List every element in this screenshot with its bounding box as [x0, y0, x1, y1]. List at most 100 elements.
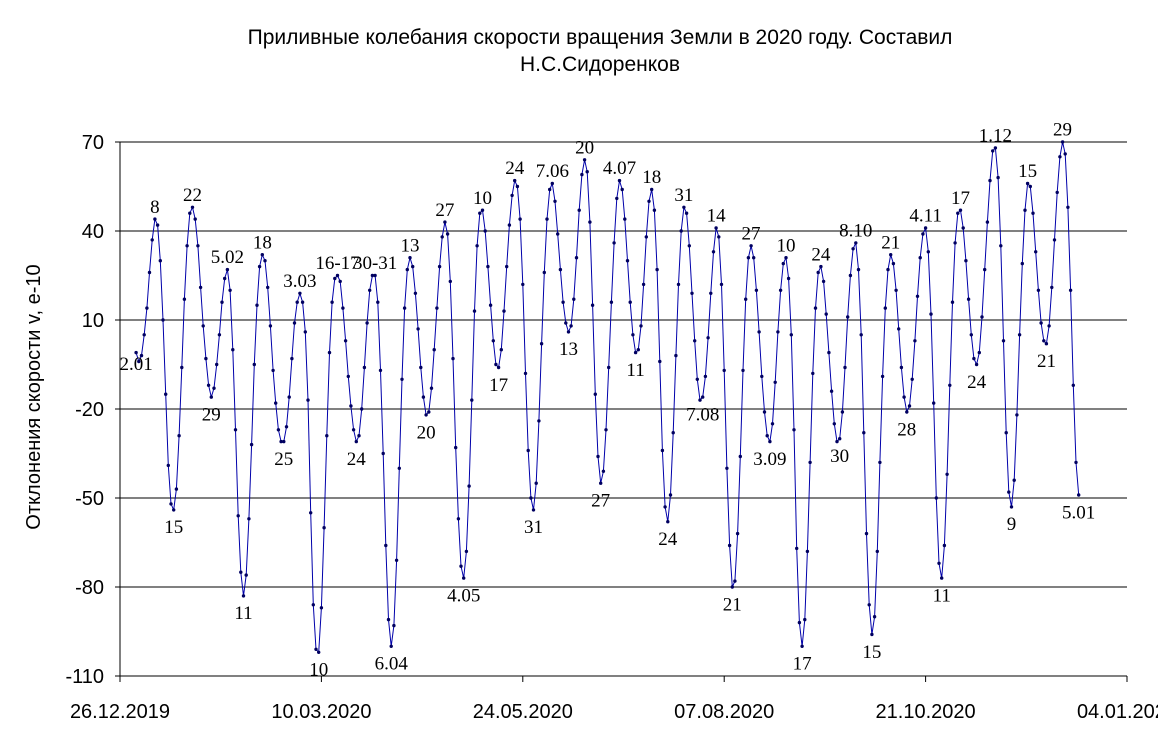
data-point	[142, 333, 146, 337]
data-point	[389, 644, 393, 648]
data-label: 11	[234, 603, 252, 624]
data-point	[983, 267, 987, 272]
data-point	[400, 377, 404, 381]
data-point	[752, 256, 756, 260]
data-label: 27	[591, 490, 610, 511]
data-point	[231, 348, 235, 352]
data-point	[1050, 285, 1054, 290]
data-point	[848, 273, 853, 278]
data-label: 4.07	[603, 158, 636, 179]
data-point	[937, 561, 941, 565]
data-point	[502, 309, 506, 313]
data-point	[1020, 261, 1024, 266]
data-point	[582, 158, 587, 162]
data-point	[658, 359, 662, 364]
data-point	[330, 300, 334, 304]
data-label: 17	[951, 188, 970, 209]
data-point	[526, 448, 530, 453]
data-point	[744, 297, 748, 301]
data-point	[322, 526, 326, 530]
data-label: 5.02	[211, 247, 244, 268]
data-point	[188, 211, 192, 215]
data-point	[854, 241, 858, 245]
data-point	[166, 463, 170, 468]
data-point	[590, 303, 595, 307]
data-point	[829, 389, 834, 393]
data-point	[800, 644, 804, 648]
data-point	[408, 256, 412, 260]
data-point	[212, 386, 216, 390]
data-point	[786, 276, 791, 281]
data-point	[134, 350, 138, 355]
data-point	[314, 647, 318, 651]
data-point	[354, 439, 358, 444]
data-point	[633, 350, 638, 355]
data-label: 27	[435, 200, 454, 221]
data-point	[996, 175, 1000, 180]
data-point	[1068, 288, 1073, 292]
data-label: 14	[707, 206, 727, 227]
data-point	[311, 603, 315, 607]
data-point	[196, 244, 200, 248]
data-point	[1023, 208, 1027, 212]
data-label: 15	[862, 642, 881, 663]
data-point	[327, 350, 332, 355]
data-point	[1004, 431, 1008, 435]
data-point	[808, 460, 812, 465]
data-point	[139, 353, 144, 358]
data-point	[475, 244, 479, 248]
data-point	[228, 288, 232, 292]
data-point	[636, 348, 640, 352]
data-point	[631, 333, 635, 337]
data-point	[534, 481, 538, 485]
data-point	[174, 487, 179, 491]
data-point	[274, 401, 278, 405]
data-point	[483, 229, 487, 233]
data-point	[333, 276, 337, 281]
data-point	[789, 333, 793, 337]
data-point	[1044, 342, 1049, 346]
data-point	[260, 253, 264, 257]
data-point	[1012, 478, 1016, 482]
data-point	[569, 324, 573, 328]
data-point	[991, 149, 995, 153]
data-point	[486, 264, 490, 269]
data-point	[1074, 460, 1078, 465]
data-point	[198, 285, 203, 290]
data-point	[738, 454, 742, 459]
data-point	[942, 543, 947, 548]
data-point	[182, 297, 187, 301]
data-label: 24	[505, 158, 525, 179]
data-point	[604, 428, 608, 432]
data-point	[303, 330, 307, 334]
data-point	[838, 437, 842, 441]
data-point	[309, 511, 313, 515]
data-point	[929, 312, 933, 316]
data-point	[1001, 339, 1006, 343]
data-point	[295, 300, 299, 304]
data-point	[161, 318, 165, 322]
data-label: 15	[164, 517, 183, 538]
data-point	[910, 377, 914, 381]
data-point	[1017, 333, 1022, 337]
data-point	[432, 348, 436, 352]
y-tick-label: 70	[82, 132, 104, 154]
data-point	[360, 407, 364, 411]
data-point	[1007, 490, 1011, 494]
data-point	[341, 306, 345, 310]
data-point	[762, 410, 767, 414]
data-point	[155, 223, 160, 227]
data-point	[693, 339, 697, 343]
data-point	[778, 288, 783, 292]
data-point	[357, 434, 361, 438]
data-label: 17	[489, 375, 508, 396]
data-label: 6.04	[375, 654, 409, 675]
data-point	[918, 256, 922, 260]
data-point	[1055, 190, 1059, 195]
data-point	[518, 217, 522, 221]
data-point	[754, 288, 759, 292]
data-point	[553, 199, 557, 203]
data-point	[462, 576, 466, 580]
data-point	[727, 543, 732, 548]
data-point	[797, 620, 802, 625]
